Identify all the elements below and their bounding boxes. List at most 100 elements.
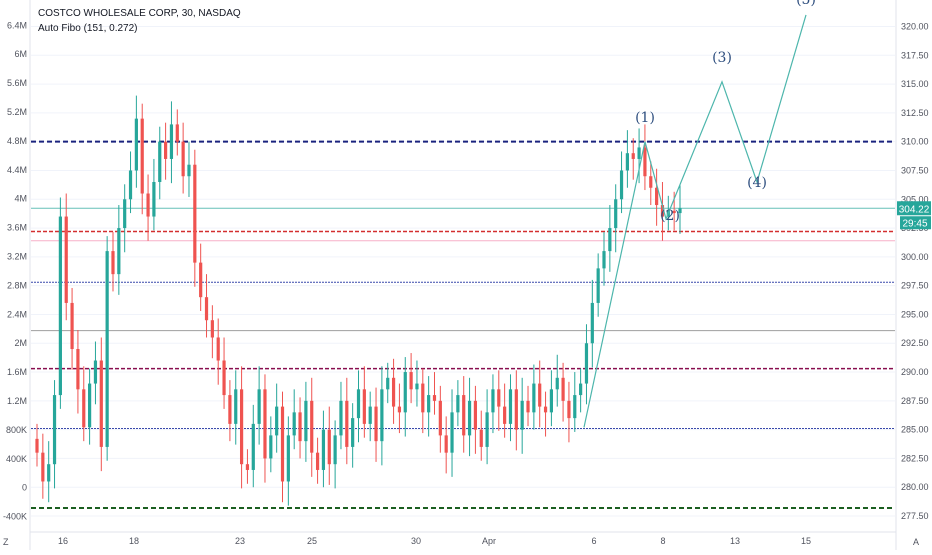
price-tick-label: 305.00	[901, 194, 929, 204]
candle-body	[432, 395, 437, 401]
candle-body	[473, 400, 478, 430]
candle-body	[362, 389, 366, 424]
wave-label: (3)	[712, 50, 732, 66]
price-tick-label: 315.00	[901, 79, 929, 89]
candle-body	[58, 216, 62, 396]
candle-body	[397, 406, 402, 413]
volume-tick-label: 0	[22, 483, 27, 493]
candle-body	[228, 395, 232, 424]
grid	[31, 25, 895, 517]
candle-body	[152, 181, 156, 217]
candle-body	[649, 176, 653, 188]
candle-body	[514, 389, 518, 430]
volume-tick-label: -400K	[3, 512, 27, 522]
candle-body	[532, 383, 536, 413]
candle-body	[275, 406, 279, 436]
candle-body	[438, 400, 442, 436]
candle-body	[222, 360, 226, 396]
candle-body	[321, 429, 326, 470]
candle-body	[614, 199, 618, 229]
candle-body	[491, 389, 495, 413]
candle-body	[655, 187, 659, 206]
legend: COSTCO WHOLESALE CORP, 30, NASDAQ Auto F…	[38, 6, 241, 36]
candle-body	[204, 297, 209, 321]
candle-body	[660, 205, 665, 217]
candle-body	[619, 170, 624, 200]
price-tags: 304.22 29:45	[897, 201, 931, 230]
candle-body	[298, 412, 302, 442]
candle-body	[193, 164, 197, 263]
candle-body	[637, 147, 641, 159]
candle-body	[409, 372, 413, 390]
countdown-tag	[900, 216, 931, 230]
candle-body	[52, 395, 57, 465]
candle-body	[456, 395, 460, 413]
time-tick-label: 18	[129, 536, 139, 546]
volume-tick-label: 4.4M	[7, 165, 27, 175]
candle-body	[70, 302, 74, 350]
candle-body	[450, 412, 454, 453]
candle-body	[199, 262, 203, 298]
fib-levels	[31, 140, 895, 509]
candle-body	[164, 141, 168, 159]
candle-body	[561, 377, 565, 401]
candle-body	[210, 320, 214, 338]
price-tick-label: 280.00	[901, 482, 929, 492]
candle-body	[257, 389, 261, 424]
price-tick-label: 320.00	[901, 21, 929, 31]
candle-body	[543, 406, 548, 413]
time-tick-label: 16	[58, 536, 68, 546]
candle-body	[625, 153, 629, 171]
candle-body	[123, 199, 127, 229]
price-tick-label: 297.50	[901, 281, 929, 291]
symbol-title[interactable]: COSTCO WHOLESALE CORP, 30, NASDAQ	[38, 8, 241, 19]
candle-body	[596, 268, 600, 303]
candle-body	[310, 400, 314, 453]
time-tick-label: 30	[411, 536, 421, 546]
candle-body	[380, 389, 384, 442]
wave-line	[583, 14, 807, 428]
candle-body	[339, 400, 343, 436]
candle-body	[631, 153, 635, 159]
time-tick-label: Apr	[482, 536, 496, 546]
axis-labels: 320.00317.50315.00312.50310.00307.50305.…	[3, 20, 929, 546]
volume-tick-label: 2.4M	[7, 309, 27, 319]
candle-body	[304, 400, 308, 442]
candle-body	[584, 343, 589, 384]
time-tick-label: 8	[660, 536, 665, 546]
a-label[interactable]: A	[913, 537, 919, 547]
candle-body	[356, 389, 361, 419]
candle-body	[64, 216, 68, 303]
candle-body	[140, 118, 144, 194]
candle-body	[427, 395, 431, 413]
candle-body	[181, 141, 185, 177]
price-tick-label: 290.00	[901, 367, 929, 377]
price-tick-label: 307.50	[901, 165, 929, 175]
candle-body	[497, 389, 501, 407]
candle-body	[479, 429, 483, 447]
candle-body	[345, 400, 349, 447]
candle-body	[280, 406, 285, 482]
candle-body	[608, 228, 612, 252]
volume-tick-label: 2.8M	[7, 280, 27, 290]
candle-body	[374, 406, 378, 442]
volume-tick-label: 6M	[14, 49, 27, 59]
candle-body	[251, 423, 255, 470]
indicator-title[interactable]: Auto Fibo (151, 0.272)	[38, 23, 138, 34]
candle-body	[444, 435, 448, 453]
candle-body	[216, 337, 220, 361]
time-tick-label: 15	[801, 536, 811, 546]
volume-tick-label: 1.6M	[7, 367, 27, 377]
candle-body	[508, 389, 513, 424]
candle-body	[567, 400, 571, 419]
volume-tick-label: 1.2M	[7, 396, 27, 406]
z-label[interactable]: Z	[3, 537, 9, 547]
volume-tick-label: 4.8M	[7, 136, 27, 146]
wave-label: (2)	[660, 208, 680, 224]
candle-body	[403, 372, 407, 413]
candle-body	[386, 377, 390, 390]
wave-label: (5)	[796, 0, 816, 8]
candle-body	[47, 464, 51, 482]
